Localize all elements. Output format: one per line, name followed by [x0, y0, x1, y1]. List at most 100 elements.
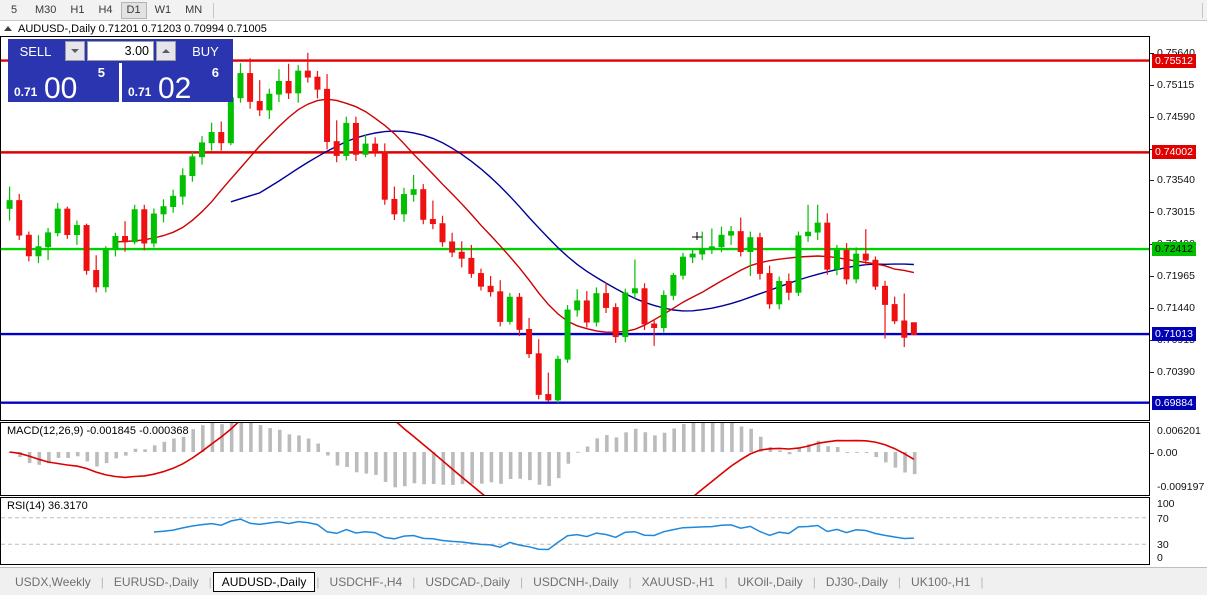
- chart-tab-audusd-daily[interactable]: AUDUSD-,Daily: [212, 571, 316, 592]
- tab-divider: |: [208, 574, 212, 589]
- volume-input[interactable]: 3.00: [87, 41, 154, 61]
- tab-divider: |: [812, 574, 816, 589]
- price-tick-label: 0.74590: [1157, 110, 1195, 123]
- price-tick-mark: [1150, 371, 1154, 373]
- macd-plot: [8, 423, 917, 495]
- price-tick-mark: [1150, 212, 1154, 214]
- price-tick-label: 0.71965: [1157, 270, 1195, 283]
- chart-tab-usdchf-h4[interactable]: USDCHF-,H4: [329, 574, 403, 589]
- timeframe-button-d1[interactable]: D1: [120, 1, 147, 19]
- volume-decrement-button[interactable]: [65, 41, 85, 61]
- chart-tab-usdx-weekly[interactable]: USDX,Weekly: [15, 574, 91, 589]
- moving-averages: [115, 98, 915, 333]
- chart-tab-usdcad-daily[interactable]: USDCAD-,Daily: [425, 574, 511, 589]
- chart-tab-xauusd-h1[interactable]: XAUUSD-,H1: [641, 574, 715, 589]
- one-click-trading-panel[interactable]: SELL 3.00 BUY 0.71 00 5: [8, 39, 233, 105]
- chart-tab-dj30-daily[interactable]: DJ30-,Daily: [825, 574, 888, 589]
- timeframe-toolbar: 5 M30 H1 H4 D1 W1 MN: [0, 0, 1207, 21]
- rsi-tick-label: 0: [1157, 552, 1163, 564]
- tab-divider: |: [100, 574, 104, 589]
- price-level-tag-blue[interactable]: 0.69884: [1152, 395, 1196, 410]
- timeframe-button-mn[interactable]: MN: [185, 4, 203, 16]
- price-tick-label: 0.75115: [1157, 78, 1195, 91]
- rsi-tick-label: 100: [1157, 498, 1175, 510]
- price-tick-mark: [1150, 180, 1154, 182]
- candlestick-plot: [1, 52, 1149, 404]
- macd-tick-label: -0.009197: [1157, 481, 1205, 493]
- rsi-level-lines: [1, 517, 1149, 545]
- price-tick-mark: [1150, 116, 1154, 118]
- price-level-tag-green[interactable]: 0.72412: [1152, 242, 1196, 257]
- price-tick-label: 0.73015: [1157, 206, 1195, 219]
- volume-stepper[interactable]: 3.00: [63, 39, 178, 63]
- collapse-triangle-icon[interactable]: [4, 26, 12, 31]
- rsi-tick-label: 70: [1157, 512, 1169, 525]
- tab-divider: |: [724, 574, 728, 589]
- buy-price-main: 02: [158, 72, 192, 105]
- tab-divider: |: [412, 574, 416, 589]
- chart-tab-usdcnh-daily[interactable]: USDCNH-,Daily: [533, 574, 619, 589]
- timeframe-button-m30[interactable]: M30: [35, 4, 57, 16]
- buy-button[interactable]: BUY: [178, 39, 233, 63]
- toolbar-divider: [1202, 2, 1203, 18]
- timeframe-button-w1[interactable]: W1: [154, 4, 172, 16]
- price-level-tag-red[interactable]: 0.74002: [1152, 145, 1196, 160]
- tab-divider: |: [316, 574, 320, 589]
- sell-price-prefix: 0.71: [14, 85, 38, 99]
- rsi-tick-label: 30: [1157, 539, 1169, 552]
- macd-signal-line: [9, 423, 915, 495]
- price-pane[interactable]: [0, 36, 1150, 421]
- chart-tab-uk100-h1[interactable]: UK100-,H1: [911, 574, 971, 589]
- tab-divider: |: [628, 574, 632, 589]
- chart-area: AUDUSD-,Daily 0.71201 0.71203 0.70994 0.…: [0, 21, 1207, 588]
- chart-cursor-marker: [692, 232, 702, 240]
- macd-tick-mark: [1150, 452, 1154, 454]
- chart-tab-bar: USDX,Weekly | EURUSD-,Daily | AUDUSD-,Daily |…: [0, 567, 1207, 595]
- trade-panel-prices-row: 0.71 00 5 0.71 02 6: [8, 63, 233, 105]
- timeframe-button-h1[interactable]: H1: [70, 4, 85, 16]
- buy-price-fraction: 6: [211, 65, 219, 80]
- volume-increment-button[interactable]: [156, 41, 176, 61]
- price-axis[interactable]: 0.756400.751150.745900.740650.735400.730…: [1150, 36, 1207, 421]
- tab-divider: |: [897, 574, 902, 589]
- macd-label: MACD(12,26,9) -0.001845 -0.000368: [5, 425, 191, 437]
- sell-price-main: 00: [44, 72, 78, 105]
- price-tick-label: 0.73540: [1157, 174, 1195, 187]
- rsi-plot: [1, 517, 1149, 551]
- price-level-tag-red[interactable]: 0.75512: [1152, 53, 1196, 68]
- price-tick-mark: [1150, 308, 1154, 310]
- trade-panel-controls-row: SELL 3.00 BUY: [8, 39, 233, 63]
- price-tick-mark: [1150, 276, 1154, 278]
- price-tick-mark: [1150, 84, 1154, 86]
- timeframe-button-5[interactable]: 5: [10, 4, 18, 16]
- tab-divider: |: [980, 574, 984, 589]
- sell-price-display[interactable]: 0.71 00 5: [8, 63, 119, 105]
- macd-tick-label: 0.006201: [1157, 425, 1201, 437]
- macd-histogram: [8, 423, 917, 488]
- macd-axis[interactable]: 0.006201 0.00 -0.009197: [1150, 422, 1207, 496]
- rsi-line: [153, 518, 914, 551]
- timeframe-button-h4[interactable]: H4: [98, 4, 113, 16]
- sell-price-fraction: 5: [97, 65, 105, 80]
- chart-tab-ukoil-daily[interactable]: UKOil-,Daily: [737, 574, 803, 589]
- candles: [6, 52, 917, 403]
- price-level-tag-blue[interactable]: 0.71013: [1152, 327, 1196, 342]
- buy-price-prefix: 0.71: [128, 85, 152, 99]
- rsi-axis[interactable]: 100 70 30 0: [1150, 497, 1207, 565]
- macd-tick-label: 0.00: [1157, 446, 1178, 459]
- chart-symbol-ohlc: AUDUSD-,Daily 0.71201 0.71203 0.70994 0.…: [18, 22, 267, 35]
- sell-button[interactable]: SELL: [8, 39, 63, 63]
- buy-price-display[interactable]: 0.71 02 6: [122, 63, 233, 105]
- toolbar-divider: [213, 2, 215, 18]
- chevron-down-icon: [71, 49, 79, 53]
- rsi-pane[interactable]: RSI(14) 36.3170: [0, 497, 1150, 565]
- chevron-up-icon: [162, 49, 170, 53]
- price-tick-label: 0.70390: [1157, 365, 1195, 378]
- macd-pane[interactable]: MACD(12,26,9) -0.001845 -0.000368: [0, 422, 1150, 496]
- price-tick-label: 0.71440: [1157, 302, 1195, 315]
- price-tick-mark: [1150, 52, 1154, 54]
- chart-title-bar: AUDUSD-,Daily 0.71201 0.71203 0.70994 0.…: [0, 21, 1150, 36]
- chart-tab-eurusd-daily[interactable]: EURUSD-,Daily: [113, 574, 199, 589]
- tab-divider: |: [520, 574, 524, 589]
